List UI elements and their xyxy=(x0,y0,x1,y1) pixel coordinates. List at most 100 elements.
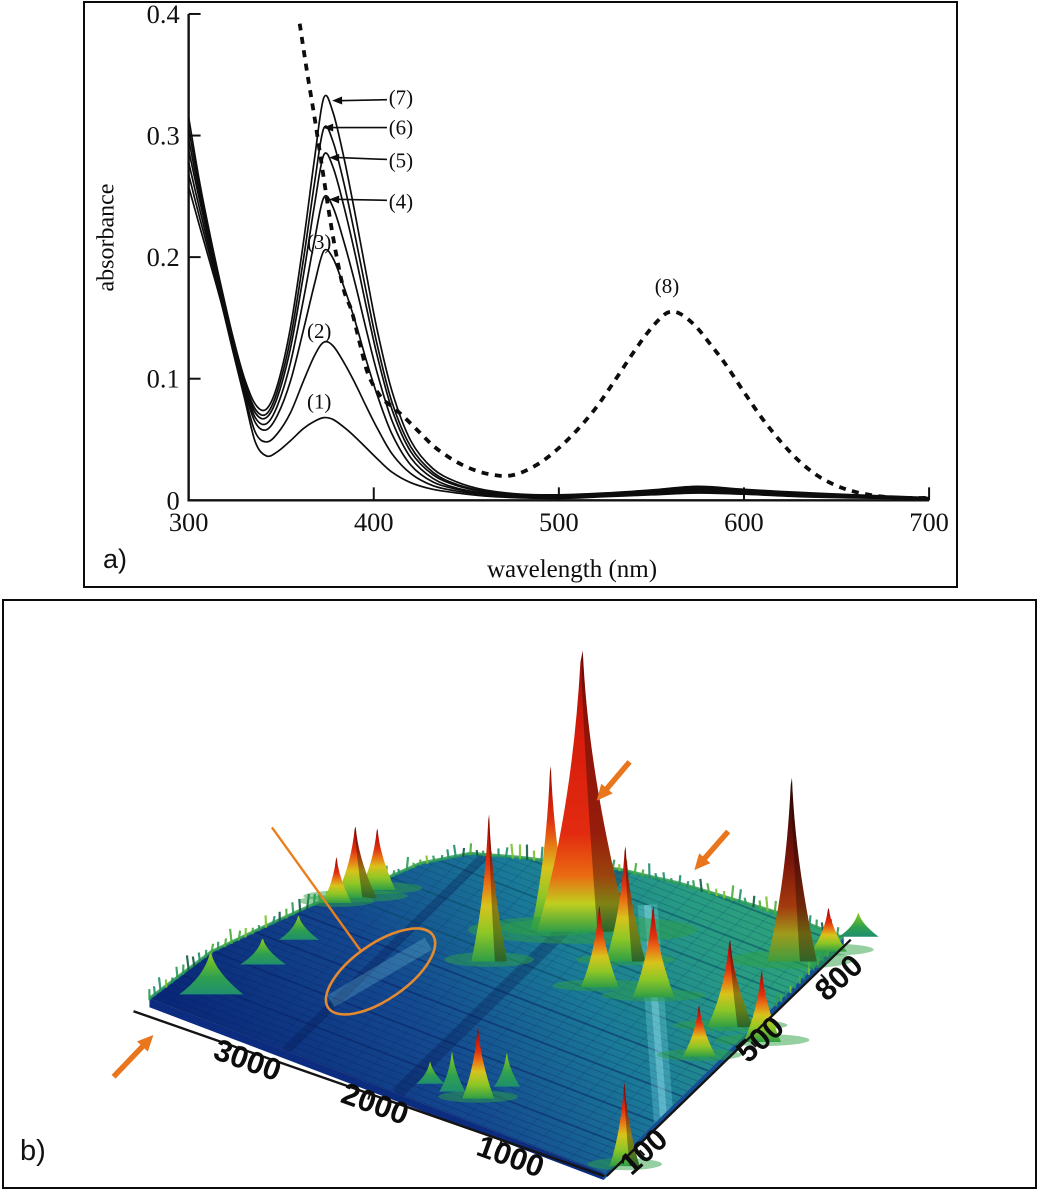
surface-peak xyxy=(462,1027,495,1099)
crest-tuft xyxy=(738,889,743,904)
label-arrow-line xyxy=(336,198,387,202)
surface-peak xyxy=(334,826,377,898)
crest-tuft xyxy=(432,855,436,863)
absorbance-curve-(7) xyxy=(187,94,930,499)
crest-tuft xyxy=(170,977,174,984)
axes-lines xyxy=(187,13,930,502)
surface-axis-right xyxy=(605,938,852,1177)
crest-tuft xyxy=(197,952,202,963)
curve-number-label: (8) xyxy=(655,274,679,298)
surface-peak xyxy=(605,846,646,962)
ellipse-region-streak xyxy=(327,937,432,1008)
crest-tuft xyxy=(730,885,735,901)
crest-tuft xyxy=(210,943,215,954)
surface-peak xyxy=(240,938,286,965)
orange-arrowhead xyxy=(137,1035,154,1052)
surface-axis-left xyxy=(133,1010,606,1178)
label-arrowhead xyxy=(329,195,340,204)
surface-peak xyxy=(838,912,879,937)
scan-line xyxy=(206,941,662,1118)
scan-line xyxy=(217,931,672,1108)
orange-arrow-shaft xyxy=(698,829,731,865)
scan-line xyxy=(253,895,709,1072)
label-arrow-line xyxy=(339,98,387,102)
surface-peak xyxy=(179,952,244,995)
scan-line xyxy=(196,951,651,1128)
scan-line xyxy=(227,920,683,1098)
crest-tuft xyxy=(706,882,711,895)
cross-line xyxy=(515,903,757,1140)
uvvis-chart-canvas: 300 400 500 600 700 0 0.1 0.2 0.3 0.4 (1) (2) (3) (4)… xyxy=(147,3,949,537)
label-arrow-line xyxy=(336,156,387,161)
surface-peak xyxy=(471,814,508,962)
scan-line xyxy=(248,900,704,1077)
crest-tuft xyxy=(743,897,748,906)
surface-axis-tick xyxy=(820,973,827,981)
crest-tuft xyxy=(540,846,544,862)
surface-peak xyxy=(439,1051,466,1092)
surface-axis-tick xyxy=(750,1041,757,1048)
scan-line xyxy=(258,890,714,1067)
scan-line xyxy=(191,956,646,1133)
y-tick-label: 0.1 xyxy=(147,364,180,394)
crest-tuft xyxy=(715,888,718,897)
y-tick-label: 0.2 xyxy=(147,242,180,272)
crest-tuft xyxy=(237,930,242,941)
front-left-cliff xyxy=(149,998,604,1181)
crest-tuft xyxy=(808,915,812,927)
surface-peak xyxy=(707,939,754,1028)
absorbance-curve-(8) xyxy=(297,23,930,500)
peak-shadow xyxy=(791,777,817,962)
cross-line xyxy=(306,853,548,1060)
crest-tuft xyxy=(692,880,696,890)
crest-tuft xyxy=(510,843,514,859)
crest-tuft xyxy=(152,986,157,997)
x-tick-label: 500 xyxy=(539,507,579,537)
surface-peak xyxy=(494,1052,520,1087)
crest-tuft xyxy=(765,896,769,912)
cross-line xyxy=(271,853,513,1046)
crest-tuft xyxy=(223,938,228,948)
cross-line xyxy=(533,910,775,1147)
surface-peak xyxy=(359,828,396,891)
surface-peak xyxy=(743,970,781,1042)
label-arrowhead xyxy=(323,123,334,132)
crest-tuft xyxy=(251,927,254,935)
crest-tuft xyxy=(504,847,509,859)
curve-number-label: (5) xyxy=(389,148,413,172)
crest-tuft xyxy=(425,855,429,864)
crest-tuft xyxy=(752,895,756,908)
surface-peak xyxy=(536,650,629,932)
y-axis-title: absorbance xyxy=(93,183,120,292)
crest-tuft xyxy=(446,849,450,860)
highlight-ellipse xyxy=(324,927,437,1016)
curve-number-label: (7) xyxy=(389,86,413,110)
crest-tuft xyxy=(469,843,473,856)
orange-arrow-shaft xyxy=(111,1040,149,1079)
surface-axis-tick xyxy=(367,1092,372,1100)
crest-tuft xyxy=(157,977,162,992)
crest-tuft xyxy=(271,915,276,925)
scan-line xyxy=(159,987,615,1164)
crest-tuft xyxy=(397,868,401,875)
scan-line xyxy=(269,880,724,1056)
curve-number-label: (2) xyxy=(307,319,331,343)
crest-tuft xyxy=(654,872,659,881)
surface-axis-tick xyxy=(498,1138,504,1147)
peak-shadow xyxy=(729,939,754,1028)
curve-number-label: (1) xyxy=(307,390,331,414)
peak-shadow xyxy=(625,846,646,962)
crest-tuft xyxy=(699,878,703,892)
x-tick-label: 400 xyxy=(354,507,394,537)
panel-a-uvvis-absorbance-chart: 300 400 500 600 700 0 0.1 0.2 0.3 0.4 (1) (2) (3) (4)… xyxy=(83,1,958,588)
crest-tuft xyxy=(633,862,638,875)
cross-line xyxy=(253,853,495,1039)
y-tick-label: 0 xyxy=(166,485,179,515)
y-tick-label: 0.4 xyxy=(147,3,180,29)
absorbance-curve-(6) xyxy=(187,125,930,499)
label-arrowhead xyxy=(332,96,343,105)
x-tick-label: 600 xyxy=(724,507,764,537)
scan-line xyxy=(154,992,610,1169)
surface-texture xyxy=(149,853,844,1174)
